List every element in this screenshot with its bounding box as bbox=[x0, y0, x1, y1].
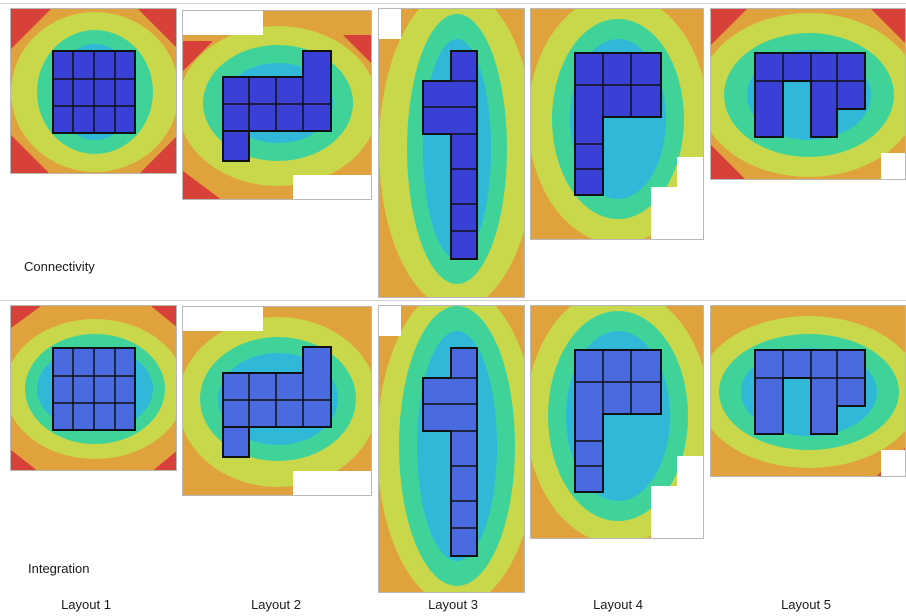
integration-layout-2-map bbox=[182, 306, 372, 496]
column-label-layout-4: Layout 4 bbox=[593, 597, 643, 612]
column-label-layout-2: Layout 2 bbox=[251, 597, 301, 612]
row-label-connectivity: Connectivity bbox=[24, 259, 95, 274]
top-rule bbox=[0, 3, 906, 4]
integration-layout-5-map bbox=[710, 305, 906, 477]
middle-rule bbox=[0, 300, 906, 301]
connectivity-layout-3-map bbox=[378, 8, 525, 298]
connectivity-layout-2-map bbox=[182, 10, 372, 200]
column-label-layout-5: Layout 5 bbox=[781, 597, 831, 612]
column-label-layout-1: Layout 1 bbox=[61, 597, 111, 612]
connectivity-layout-5-map bbox=[710, 8, 906, 180]
row-label-integration: Integration bbox=[28, 561, 90, 576]
integration-layout-4-map bbox=[530, 305, 704, 539]
connectivity-layout-1-map bbox=[10, 8, 177, 174]
column-label-layout-3: Layout 3 bbox=[428, 597, 478, 612]
connectivity-layout-4-map bbox=[530, 8, 704, 240]
integration-layout-3-map bbox=[378, 305, 525, 593]
integration-layout-1-map bbox=[10, 305, 177, 471]
